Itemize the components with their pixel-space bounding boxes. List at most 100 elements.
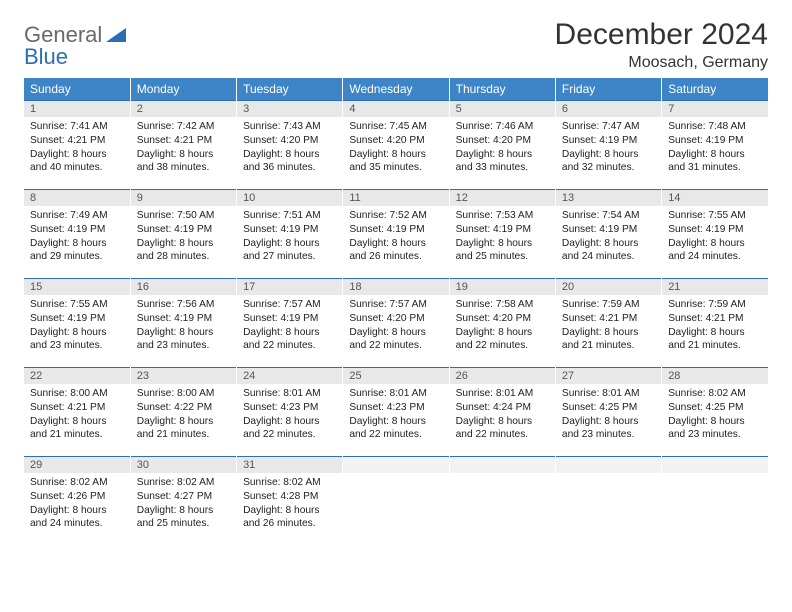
calendar-cell: 21Sunrise: 7:59 AMSunset: 4:21 PMDayligh… xyxy=(662,279,768,368)
brand-logo: GeneralBlue xyxy=(24,18,126,68)
day-details: Sunrise: 7:51 AMSunset: 4:19 PMDaylight:… xyxy=(237,206,342,268)
calendar-table: SundayMondayTuesdayWednesdayThursdayFrid… xyxy=(24,78,768,545)
calendar-cell: 5Sunrise: 7:46 AMSunset: 4:20 PMDaylight… xyxy=(449,101,555,190)
calendar-cell: 19Sunrise: 7:58 AMSunset: 4:20 PMDayligh… xyxy=(449,279,555,368)
calendar-cell: 13Sunrise: 7:54 AMSunset: 4:19 PMDayligh… xyxy=(555,190,661,279)
calendar-cell: 30Sunrise: 8:02 AMSunset: 4:27 PMDayligh… xyxy=(130,457,236,546)
day-details: Sunrise: 8:02 AMSunset: 4:25 PMDaylight:… xyxy=(662,384,768,446)
day-number: 30 xyxy=(131,457,236,473)
calendar-cell: 16Sunrise: 7:56 AMSunset: 4:19 PMDayligh… xyxy=(130,279,236,368)
day-number: 16 xyxy=(131,279,236,295)
calendar-cell xyxy=(662,457,768,546)
calendar-cell: 14Sunrise: 7:55 AMSunset: 4:19 PMDayligh… xyxy=(662,190,768,279)
day-details: Sunrise: 8:01 AMSunset: 4:23 PMDaylight:… xyxy=(237,384,342,446)
day-number: 6 xyxy=(556,101,661,117)
calendar-cell: 15Sunrise: 7:55 AMSunset: 4:19 PMDayligh… xyxy=(24,279,130,368)
day-number: 12 xyxy=(450,190,555,206)
calendar-cell: 18Sunrise: 7:57 AMSunset: 4:20 PMDayligh… xyxy=(343,279,449,368)
calendar-cell: 27Sunrise: 8:01 AMSunset: 4:25 PMDayligh… xyxy=(555,368,661,457)
calendar-cell: 29Sunrise: 8:02 AMSunset: 4:26 PMDayligh… xyxy=(24,457,130,546)
day-number: 24 xyxy=(237,368,342,384)
day-details: Sunrise: 7:55 AMSunset: 4:19 PMDaylight:… xyxy=(24,295,130,357)
day-number: 5 xyxy=(450,101,555,117)
day-details: Sunrise: 7:57 AMSunset: 4:20 PMDaylight:… xyxy=(343,295,448,357)
page-title: December 2024 xyxy=(555,18,768,52)
calendar-cell: 12Sunrise: 7:53 AMSunset: 4:19 PMDayligh… xyxy=(449,190,555,279)
weekday-header: Sunday xyxy=(24,78,130,101)
location-label: Moosach, Germany xyxy=(555,54,768,72)
day-details: Sunrise: 7:48 AMSunset: 4:19 PMDaylight:… xyxy=(662,117,768,179)
day-details: Sunrise: 7:58 AMSunset: 4:20 PMDaylight:… xyxy=(450,295,555,357)
calendar-cell: 25Sunrise: 8:01 AMSunset: 4:23 PMDayligh… xyxy=(343,368,449,457)
calendar-cell: 31Sunrise: 8:02 AMSunset: 4:28 PMDayligh… xyxy=(237,457,343,546)
day-details: Sunrise: 7:49 AMSunset: 4:19 PMDaylight:… xyxy=(24,206,130,268)
day-number: 29 xyxy=(24,457,130,473)
day-details: Sunrise: 8:01 AMSunset: 4:24 PMDaylight:… xyxy=(450,384,555,446)
day-number: 14 xyxy=(662,190,768,206)
calendar-cell: 24Sunrise: 8:01 AMSunset: 4:23 PMDayligh… xyxy=(237,368,343,457)
calendar-cell xyxy=(555,457,661,546)
weekday-header: Friday xyxy=(555,78,661,101)
calendar-cell: 3Sunrise: 7:43 AMSunset: 4:20 PMDaylight… xyxy=(237,101,343,190)
calendar-cell: 22Sunrise: 8:00 AMSunset: 4:21 PMDayligh… xyxy=(24,368,130,457)
day-number: 22 xyxy=(24,368,130,384)
day-number: 27 xyxy=(556,368,661,384)
calendar-cell: 1Sunrise: 7:41 AMSunset: 4:21 PMDaylight… xyxy=(24,101,130,190)
day-details: Sunrise: 7:45 AMSunset: 4:20 PMDaylight:… xyxy=(343,117,448,179)
logo-triangle-icon xyxy=(106,22,126,47)
calendar-cell: 8Sunrise: 7:49 AMSunset: 4:19 PMDaylight… xyxy=(24,190,130,279)
day-details: Sunrise: 7:42 AMSunset: 4:21 PMDaylight:… xyxy=(131,117,236,179)
calendar-cell: 26Sunrise: 8:01 AMSunset: 4:24 PMDayligh… xyxy=(449,368,555,457)
day-details: Sunrise: 8:01 AMSunset: 4:25 PMDaylight:… xyxy=(556,384,661,446)
day-details: Sunrise: 8:00 AMSunset: 4:21 PMDaylight:… xyxy=(24,384,130,446)
day-number: 13 xyxy=(556,190,661,206)
day-number: 28 xyxy=(662,368,768,384)
day-details: Sunrise: 7:59 AMSunset: 4:21 PMDaylight:… xyxy=(556,295,661,357)
day-details: Sunrise: 7:53 AMSunset: 4:19 PMDaylight:… xyxy=(450,206,555,268)
day-details: Sunrise: 8:02 AMSunset: 4:28 PMDaylight:… xyxy=(237,473,342,535)
day-details: Sunrise: 7:47 AMSunset: 4:19 PMDaylight:… xyxy=(556,117,661,179)
day-number: 21 xyxy=(662,279,768,295)
day-number: 3 xyxy=(237,101,342,117)
day-number: 18 xyxy=(343,279,448,295)
day-number: 23 xyxy=(131,368,236,384)
day-details: Sunrise: 7:54 AMSunset: 4:19 PMDaylight:… xyxy=(556,206,661,268)
calendar-cell: 9Sunrise: 7:50 AMSunset: 4:19 PMDaylight… xyxy=(130,190,236,279)
calendar-cell: 2Sunrise: 7:42 AMSunset: 4:21 PMDaylight… xyxy=(130,101,236,190)
day-number: 7 xyxy=(662,101,768,117)
day-details: Sunrise: 7:52 AMSunset: 4:19 PMDaylight:… xyxy=(343,206,448,268)
calendar-cell xyxy=(449,457,555,546)
calendar-cell: 11Sunrise: 7:52 AMSunset: 4:19 PMDayligh… xyxy=(343,190,449,279)
day-details: Sunrise: 7:55 AMSunset: 4:19 PMDaylight:… xyxy=(662,206,768,268)
day-details: Sunrise: 8:02 AMSunset: 4:26 PMDaylight:… xyxy=(24,473,130,535)
day-number: 19 xyxy=(450,279,555,295)
calendar-cell: 28Sunrise: 8:02 AMSunset: 4:25 PMDayligh… xyxy=(662,368,768,457)
day-details: Sunrise: 8:01 AMSunset: 4:23 PMDaylight:… xyxy=(343,384,448,446)
weekday-header: Monday xyxy=(130,78,236,101)
day-number: 15 xyxy=(24,279,130,295)
calendar-cell: 20Sunrise: 7:59 AMSunset: 4:21 PMDayligh… xyxy=(555,279,661,368)
weekday-header: Tuesday xyxy=(237,78,343,101)
day-details: Sunrise: 7:57 AMSunset: 4:19 PMDaylight:… xyxy=(237,295,342,357)
day-number: 31 xyxy=(237,457,342,473)
day-number: 4 xyxy=(343,101,448,117)
day-number: 1 xyxy=(24,101,130,117)
day-details: Sunrise: 7:41 AMSunset: 4:21 PMDaylight:… xyxy=(24,117,130,179)
day-number: 17 xyxy=(237,279,342,295)
day-details: Sunrise: 7:59 AMSunset: 4:21 PMDaylight:… xyxy=(662,295,768,357)
day-details: Sunrise: 8:00 AMSunset: 4:22 PMDaylight:… xyxy=(131,384,236,446)
day-details: Sunrise: 7:46 AMSunset: 4:20 PMDaylight:… xyxy=(450,117,555,179)
calendar-cell: 7Sunrise: 7:48 AMSunset: 4:19 PMDaylight… xyxy=(662,101,768,190)
day-number: 25 xyxy=(343,368,448,384)
calendar-cell: 4Sunrise: 7:45 AMSunset: 4:20 PMDaylight… xyxy=(343,101,449,190)
day-details: Sunrise: 7:50 AMSunset: 4:19 PMDaylight:… xyxy=(131,206,236,268)
day-number: 8 xyxy=(24,190,130,206)
calendar-cell: 6Sunrise: 7:47 AMSunset: 4:19 PMDaylight… xyxy=(555,101,661,190)
weekday-header: Thursday xyxy=(449,78,555,101)
day-details: Sunrise: 8:02 AMSunset: 4:27 PMDaylight:… xyxy=(131,473,236,535)
day-number: 20 xyxy=(556,279,661,295)
day-number: 10 xyxy=(237,190,342,206)
weekday-header: Saturday xyxy=(662,78,768,101)
calendar-cell: 23Sunrise: 8:00 AMSunset: 4:22 PMDayligh… xyxy=(130,368,236,457)
header: GeneralBlue December 2024 Moosach, Germa… xyxy=(24,18,768,72)
